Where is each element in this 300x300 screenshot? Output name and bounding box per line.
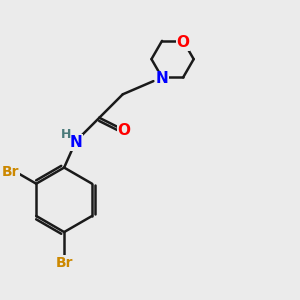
Text: N: N: [70, 135, 82, 150]
Text: Br: Br: [2, 165, 19, 179]
Text: Br: Br: [56, 256, 73, 270]
Text: N: N: [156, 71, 168, 86]
Text: O: O: [177, 35, 190, 50]
Text: H: H: [60, 128, 71, 141]
Text: O: O: [118, 124, 131, 139]
